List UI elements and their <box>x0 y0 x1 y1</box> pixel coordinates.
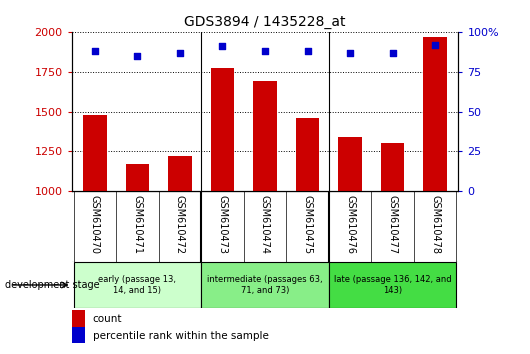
Bar <box>83 115 107 191</box>
Bar <box>72 310 85 327</box>
Bar <box>253 81 277 191</box>
Point <box>91 48 99 54</box>
Bar <box>74 262 201 308</box>
Bar <box>381 143 404 191</box>
Bar <box>126 164 149 191</box>
Point <box>133 53 142 58</box>
Point <box>346 50 354 55</box>
Bar <box>423 37 447 191</box>
Text: GSM610471: GSM610471 <box>132 195 143 254</box>
Text: GSM610476: GSM610476 <box>345 195 355 254</box>
Text: late (passage 136, 142, and
143): late (passage 136, 142, and 143) <box>334 275 452 295</box>
Text: GSM610472: GSM610472 <box>175 195 185 254</box>
Point <box>431 42 439 47</box>
Text: GSM610474: GSM610474 <box>260 195 270 254</box>
Bar <box>169 156 192 191</box>
Bar <box>201 262 329 308</box>
Text: count: count <box>93 314 122 324</box>
Bar <box>338 137 361 191</box>
Point <box>261 48 269 54</box>
Text: GSM610470: GSM610470 <box>90 195 100 254</box>
Text: percentile rank within the sample: percentile rank within the sample <box>93 331 269 341</box>
Bar <box>329 262 456 308</box>
Point <box>388 50 397 55</box>
Text: early (passage 13,
14, and 15): early (passage 13, 14, and 15) <box>99 275 176 295</box>
Text: development stage: development stage <box>5 280 100 290</box>
Point <box>176 50 184 55</box>
Point <box>218 44 227 49</box>
Text: GSM610478: GSM610478 <box>430 195 440 254</box>
Text: GSM610477: GSM610477 <box>387 195 398 254</box>
Text: GSM610475: GSM610475 <box>303 195 313 254</box>
Point <box>303 48 312 54</box>
Bar <box>296 118 319 191</box>
Bar <box>211 68 234 191</box>
Text: GSM610473: GSM610473 <box>217 195 227 254</box>
Text: intermediate (passages 63,
71, and 73): intermediate (passages 63, 71, and 73) <box>207 275 323 295</box>
Bar <box>72 327 85 345</box>
Title: GDS3894 / 1435228_at: GDS3894 / 1435228_at <box>184 16 346 29</box>
